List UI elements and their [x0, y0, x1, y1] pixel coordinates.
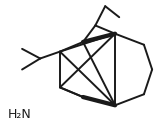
- Text: H₂N: H₂N: [7, 108, 31, 121]
